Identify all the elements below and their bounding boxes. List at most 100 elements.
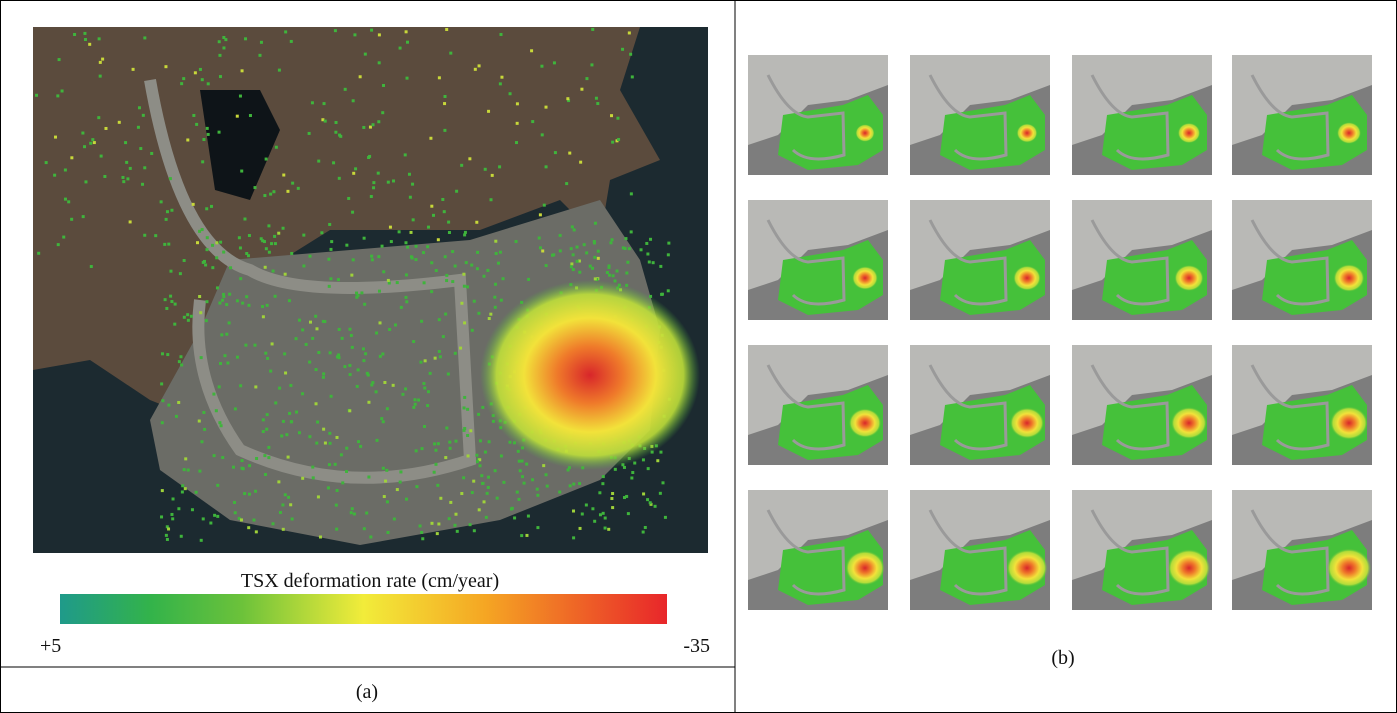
point [593,240,596,243]
point [392,179,395,182]
point [215,256,218,259]
point [181,490,184,493]
thumbnail [910,345,1050,465]
point [499,82,502,85]
point [282,420,285,423]
point [62,236,65,239]
point [585,77,588,80]
point [379,355,382,358]
thumb-deformation [855,124,874,142]
point [241,459,244,462]
point [225,333,228,336]
point [281,503,284,506]
point [317,495,320,498]
point [465,261,468,264]
point [598,491,601,494]
thumbnail [1072,490,1212,610]
point [351,211,354,214]
point [443,210,446,213]
point [420,320,423,323]
point [381,245,384,248]
point [453,524,456,527]
point [221,299,224,302]
point [415,449,418,452]
point [377,172,380,175]
point [540,65,543,68]
point [473,300,476,303]
point [480,474,483,477]
point [479,464,482,467]
point [553,61,556,64]
point [419,361,422,364]
point [456,530,459,533]
point [377,120,380,123]
point [196,241,199,244]
point [289,503,292,506]
point [475,221,478,224]
point [558,491,561,494]
point [258,54,261,57]
point [451,280,454,283]
point [284,30,287,33]
point [279,511,282,514]
point [350,511,353,514]
point [327,486,330,489]
point [486,269,489,272]
point [513,516,516,519]
point [160,382,163,385]
point [241,302,244,305]
point [406,77,409,80]
point [198,230,201,233]
point [327,258,330,261]
thumbnail [1072,345,1212,465]
point [143,166,146,169]
point [190,315,193,318]
point [466,434,469,437]
point [192,203,195,206]
thumb-deformation [1171,407,1207,439]
point [354,167,357,170]
point [476,251,479,254]
point [631,75,634,78]
point [200,356,203,359]
point [272,190,275,193]
point [661,293,664,296]
point [248,464,251,467]
point [437,238,440,241]
point [219,362,222,365]
point [284,371,287,374]
point [454,513,457,516]
point [423,281,426,284]
point [90,265,93,268]
point [61,89,64,92]
point [625,495,628,498]
point [454,352,457,355]
point [270,242,273,245]
point [234,407,237,410]
point [628,31,631,34]
point [412,406,415,409]
point [396,281,399,284]
point [205,207,208,210]
point [363,237,366,240]
point [228,321,231,324]
point [488,317,491,320]
point [409,196,412,199]
point [445,28,448,31]
point [392,384,395,387]
point [245,252,248,255]
point [248,234,251,237]
point [572,268,575,271]
point [266,413,269,416]
point [215,241,218,244]
point [502,481,505,484]
point [177,507,180,510]
point [362,359,365,362]
point [261,305,264,308]
point [434,463,437,466]
point [387,279,390,282]
point [184,487,187,490]
point [274,295,277,298]
point [265,428,268,431]
point [263,454,266,457]
